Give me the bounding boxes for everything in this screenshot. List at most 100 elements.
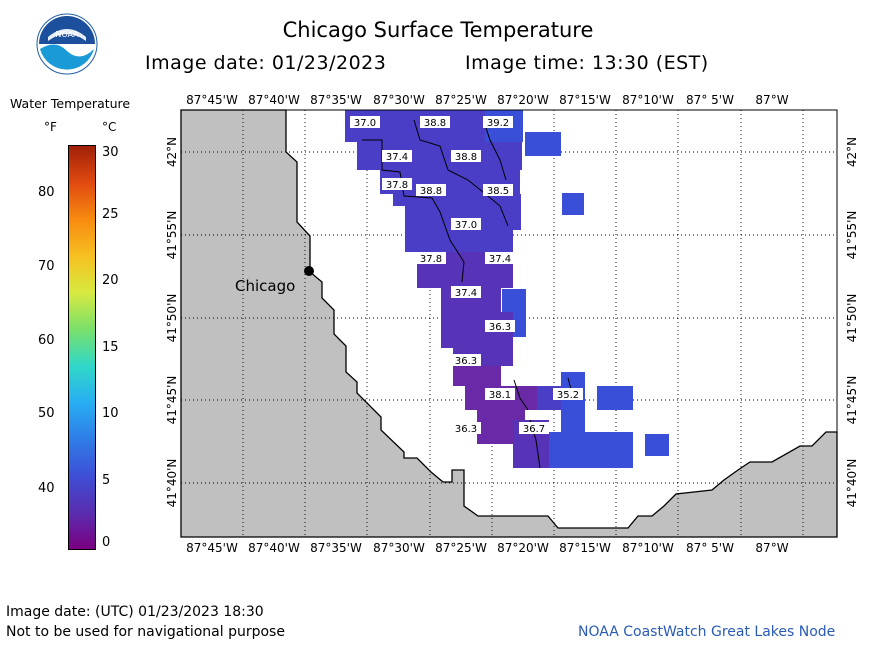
temp-cell	[561, 408, 585, 432]
lat-label-left: 41°50'N	[165, 294, 179, 343]
temp-label: 37.8	[386, 180, 408, 191]
credit-link[interactable]: NOAA CoastWatch Great Lakes Node	[578, 624, 836, 640]
temp-label: 37.4	[455, 288, 477, 299]
temp-label-box	[416, 184, 446, 196]
temp-label: 37.4	[489, 254, 511, 265]
disclaimer: Not to be used for navigational purpose	[6, 624, 285, 640]
c-tick-20: 20	[102, 273, 119, 288]
temp-label: 38.8	[424, 118, 446, 129]
temp-label: 36.3	[489, 322, 511, 333]
f-tick-40: 40	[38, 481, 55, 496]
lat-label-right: 41°50'N	[845, 294, 859, 343]
temp-label: 36.3	[455, 356, 477, 367]
temp-label-box	[350, 116, 380, 128]
unit-fahrenheit: °F	[44, 120, 57, 134]
temp-label-box	[382, 178, 412, 190]
temp-label-box	[485, 388, 515, 400]
utc-date: Image date: (UTC) 01/23/2023 18:30	[6, 604, 264, 620]
image-date: Image date: 01/23/2023	[145, 52, 387, 74]
temperature-labels: 37.0 38.8 39.2 37.4 38.8 37.8 38.8 38.5 37.0 37.8…	[350, 116, 583, 435]
lon-label-bottom: 87°15'W	[559, 541, 611, 555]
lon-label-bottom: 87° 5'W	[686, 541, 734, 555]
lon-label-top: 87°W	[755, 93, 788, 107]
c-tick-25: 25	[102, 207, 119, 222]
lon-label-top: 87°30'W	[373, 93, 425, 107]
c-tick-0: 0	[102, 535, 111, 550]
temp-label-box	[483, 184, 513, 196]
temp-label-box	[485, 252, 515, 264]
temp-cell	[405, 230, 513, 252]
c-tick-30: 30	[102, 145, 119, 160]
temp-label-box	[485, 320, 515, 332]
temp-cell	[597, 386, 633, 410]
f-tick-70: 70	[38, 259, 55, 274]
lon-label-bottom: 87°W	[755, 541, 788, 555]
temp-cell	[549, 432, 633, 468]
c-tick-15: 15	[102, 340, 119, 355]
c-tick-10: 10	[102, 406, 119, 421]
lon-label-bottom: 87°45'W	[186, 541, 238, 555]
temp-label-box	[416, 252, 446, 264]
temp-label-box	[483, 116, 513, 128]
lon-label-top: 87°15'W	[559, 93, 611, 107]
c-tick-5: 5	[102, 473, 111, 488]
temp-label-box	[451, 354, 481, 366]
temp-label: 37.0	[354, 118, 376, 129]
land-west	[180, 109, 838, 538]
temp-cell	[525, 132, 561, 156]
temp-label: 37.4	[386, 152, 408, 163]
temp-label-box	[451, 150, 481, 162]
temp-label: 38.5	[487, 186, 509, 197]
temp-label: 38.8	[420, 186, 442, 197]
f-tick-60: 60	[38, 333, 55, 348]
map-border	[180, 109, 838, 538]
lat-label-right: 41°40'N	[845, 459, 859, 508]
temp-label: 38.1	[489, 390, 511, 401]
temperature-cells	[345, 110, 669, 468]
color-scale-bar	[68, 145, 96, 550]
temp-label: 37.0	[455, 220, 477, 231]
lon-label-top: 87°25'W	[435, 93, 487, 107]
chicago-marker	[304, 266, 314, 276]
lon-label-top: 87°20'W	[497, 93, 549, 107]
temp-label-box	[519, 422, 549, 434]
temp-label-box	[382, 150, 412, 162]
lat-label-left: 41°45'N	[165, 376, 179, 425]
temp-label: 35.2	[557, 390, 579, 401]
temp-cell	[453, 366, 501, 386]
temp-cell	[645, 434, 669, 456]
lon-label-top: 87°35'W	[310, 93, 362, 107]
temp-label: 37.8	[420, 254, 442, 265]
lon-label-bottom: 87°25'W	[435, 541, 487, 555]
temp-label: 38.8	[455, 152, 477, 163]
lat-label-right: 42°N	[845, 137, 859, 167]
f-tick-80: 80	[38, 185, 55, 200]
temp-label-box	[451, 286, 481, 298]
lon-label-bottom: 87°40'W	[248, 541, 300, 555]
temp-label: 39.2	[487, 118, 509, 129]
lat-label-left: 41°40'N	[165, 459, 179, 508]
lon-label-bottom: 87°20'W	[497, 541, 549, 555]
logo-text: NOAA	[55, 30, 79, 39]
lon-label-bottom: 87°35'W	[310, 541, 362, 555]
lon-label-bottom: 87°30'W	[373, 541, 425, 555]
lat-label-left: 41°55'N	[165, 211, 179, 260]
lat-label-right: 41°45'N	[845, 376, 859, 425]
temp-label-box	[451, 218, 481, 230]
temp-label: 36.7	[523, 424, 545, 435]
lat-label-left: 42°N	[165, 137, 179, 167]
unit-celsius: °C	[102, 120, 117, 134]
temp-label-box	[420, 116, 450, 128]
temp-label-box	[451, 422, 481, 434]
map-title: Chicago Surface Temperature	[282, 18, 594, 42]
lon-label-bottom: 87°10'W	[622, 541, 674, 555]
temp-cell	[562, 193, 584, 215]
noaa-logo: NOAA	[36, 13, 98, 75]
image-time: Image time: 13:30 (EST)	[465, 52, 709, 74]
f-tick-50: 50	[38, 406, 55, 421]
lon-label-top: 87°45'W	[186, 93, 238, 107]
city-label: Chicago	[235, 277, 295, 295]
lon-label-top: 87°10'W	[622, 93, 674, 107]
lon-label-top: 87°40'W	[248, 93, 300, 107]
